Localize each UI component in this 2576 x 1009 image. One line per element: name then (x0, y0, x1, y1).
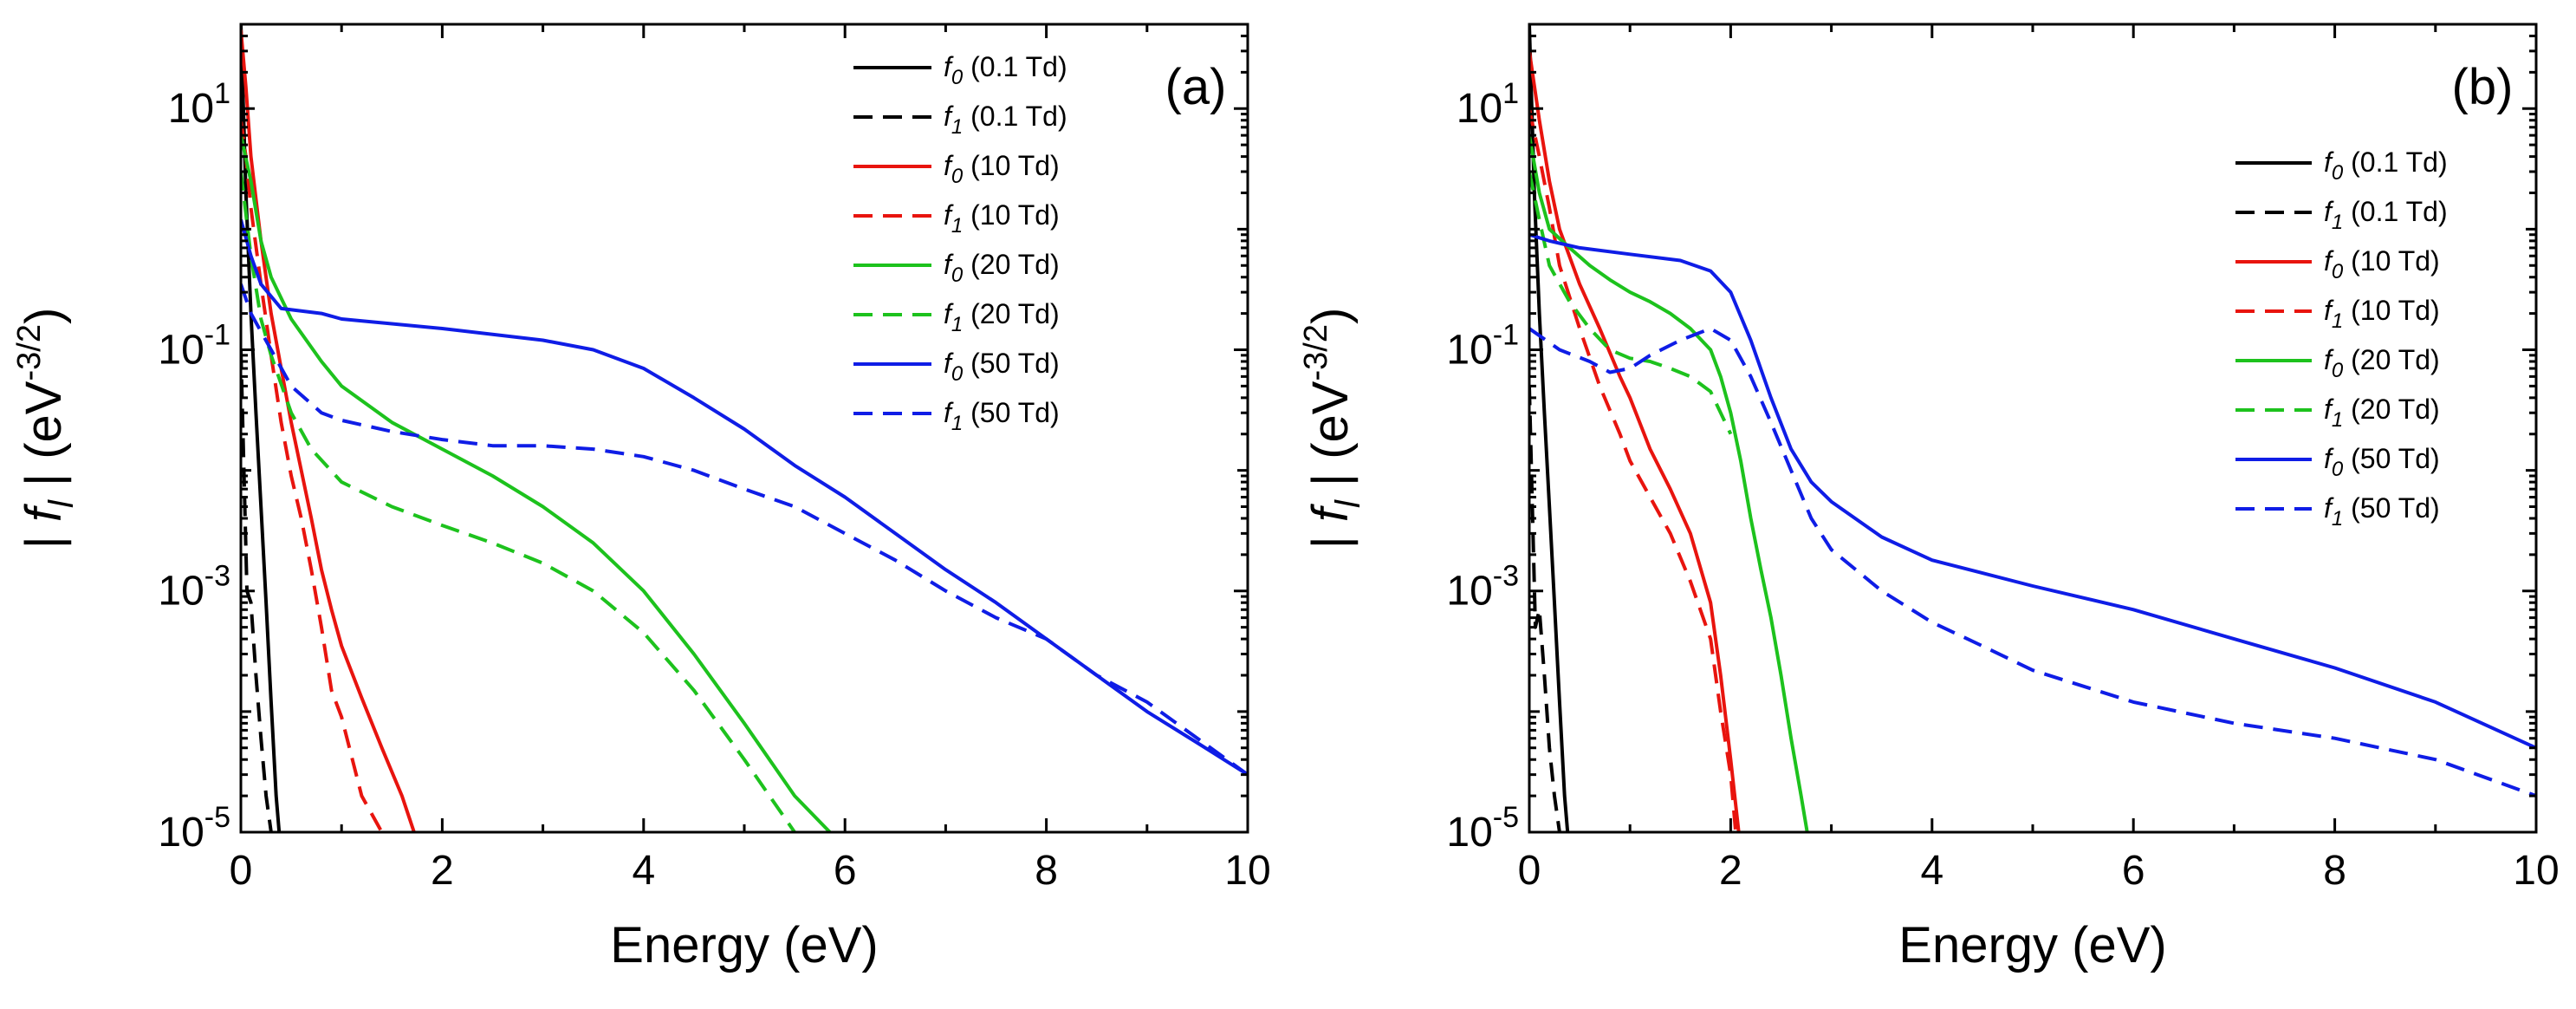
y-tick-label: 101 (1457, 77, 1519, 132)
legend-entry: f1 (0.1 Td) (2324, 196, 2448, 234)
x-tick-label: 4 (632, 848, 655, 894)
legend: f0 (0.1 Td) f1 (0.1 Td) f0 (10 Td) f1 (10 T… (2235, 146, 2448, 531)
series-line-f1-50td (241, 283, 1248, 777)
x-tick-label: 2 (431, 848, 454, 894)
x-tick-label: 10 (2513, 848, 2559, 894)
x-tick-label: 0 (230, 848, 253, 894)
x-tick-label: 6 (2122, 848, 2145, 894)
plot-area (241, 24, 1248, 832)
x-tick-label: 2 (1719, 848, 1742, 894)
y-tick-label: 101 (168, 77, 230, 132)
x-axis-title: Energy (eV) (1898, 917, 2166, 973)
series-line-f1-20td (1529, 171, 1733, 435)
y-tick-label: 10-3 (1446, 560, 1519, 615)
series-line-f0-20td (241, 134, 832, 832)
panel-label: (a) (1165, 59, 1227, 115)
legend-entry: f1 (50 Td) (944, 397, 1060, 435)
plot-area (1529, 24, 2536, 832)
legend-entry: f0 (0.1 Td) (2324, 146, 2448, 185)
y-tick-label: 10-1 (158, 318, 230, 373)
legend-entry: f1 (10 Td) (2324, 295, 2440, 333)
series-line-f0-50td (1529, 232, 2536, 750)
series-line-f0-20td (1529, 134, 1809, 832)
y-axis-title: | fl | (eV-3/2) (11, 308, 81, 550)
x-tick-label: 8 (1035, 848, 1058, 894)
legend-entry: f0 (10 Td) (944, 150, 1060, 188)
panel-label: (b) (2452, 59, 2514, 115)
y-tick-label: 10-5 (158, 801, 230, 856)
legend-entry: f1 (0.1 Td) (944, 101, 1067, 139)
x-tick-label: 0 (1518, 848, 1541, 894)
legend-entry: f1 (10 Td) (944, 199, 1060, 238)
legend-entry: f0 (50 Td) (2324, 443, 2440, 481)
legend-entry: f0 (10 Td) (2324, 245, 2440, 283)
plot-frame (1528, 23, 2538, 834)
series-line-f0-10td (241, 29, 416, 832)
legend-entry: f0 (20 Td) (944, 249, 1060, 287)
y-tick-label: 10-1 (1446, 318, 1519, 373)
series-line-f1-20td (241, 171, 796, 832)
panel-a: 0 2 4 6 8 10 101 10-1 10-3 10-5 Energy (eV) | fl | … (11, 23, 1271, 973)
x-tick-label: 6 (834, 848, 857, 894)
x-tick-label: 8 (2323, 848, 2346, 894)
x-axis-title: Energy (eV) (610, 917, 878, 973)
series-line-f1-10td (1529, 107, 1738, 832)
x-tick-label: 4 (1920, 848, 1943, 894)
series-line-f1-50td (1529, 327, 2536, 797)
y-axis-title: | fl | (eV-3/2) (1298, 308, 1367, 550)
legend-entry: f0 (50 Td) (944, 348, 1060, 386)
series-line-f0-0.1td (1529, 24, 1570, 832)
series-line-f0-10td (1529, 50, 1741, 832)
legend-entry: f0 (0.1 Td) (944, 51, 1067, 89)
x-tick-label: 10 (1224, 848, 1270, 894)
legend-entry: f1 (20 Td) (944, 298, 1060, 336)
legend: f0 (0.1 Td) f1 (0.1 Td) f0 (10 Td) f1 (10 T… (853, 51, 1067, 435)
legend-entry: f0 (20 Td) (2324, 344, 2440, 382)
series-line-f1-10td (241, 120, 384, 832)
legend-entry: f1 (50 Td) (2324, 492, 2440, 531)
series-line-f0-50td (241, 218, 1248, 777)
y-tick-label: 10-3 (158, 560, 230, 615)
legend-entry: f1 (20 Td) (2324, 394, 2440, 432)
y-tick-label: 10-5 (1446, 801, 1519, 856)
panel-b: 0 2 4 6 8 10 101 10-1 10-3 10-5 Energy (eV) | fl | … (1298, 23, 2560, 973)
